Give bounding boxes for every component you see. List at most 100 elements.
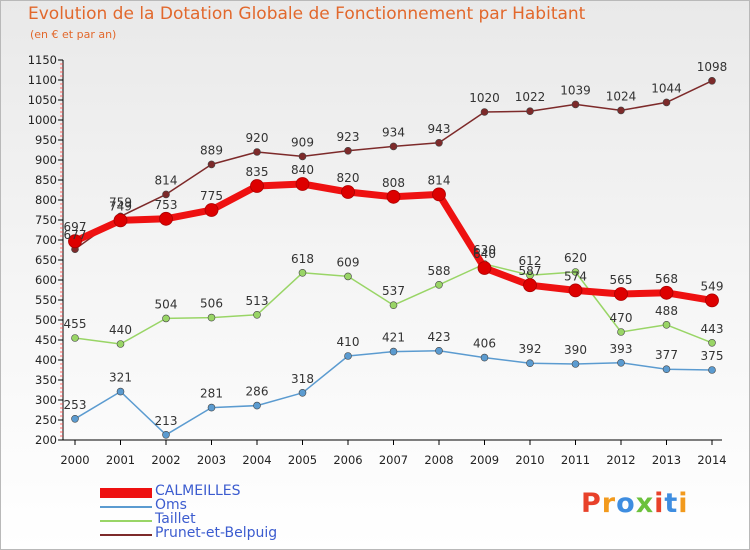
data-point-oms: [344, 352, 352, 360]
data-point-taillet: [162, 314, 170, 323]
data-label-taillet: 513: [246, 294, 269, 308]
data-point-taillet: [662, 320, 671, 329]
data-label-calmeilles: 640: [473, 247, 496, 261]
data-point-taillet: [617, 328, 625, 336]
data-point-oms: [617, 358, 625, 367]
data-point-calmeilles: [705, 293, 719, 308]
logo-letter: t: [664, 488, 679, 519]
data-label-taillet: 504: [155, 297, 178, 311]
y-tick-label: 1100: [28, 73, 57, 87]
data-label-prunet-et-belpuig: 759: [109, 195, 132, 209]
data-point-calmeilles: [432, 187, 446, 202]
x-tick-label: 2000: [60, 453, 89, 467]
axes: 200 250 300 350 400 450 500 550 600 650 700 750 800 8…: [28, 53, 727, 467]
logo-letter: x: [635, 488, 655, 519]
data-point-prunet-et-belpuig: [389, 142, 398, 151]
data-point-prunet-et-belpuig: [526, 107, 534, 115]
data-point-prunet-et-belpuig: [662, 98, 671, 107]
data-point-oms: [71, 414, 79, 423]
data-point-taillet: [207, 313, 216, 322]
data-label-oms: 393: [610, 342, 633, 356]
y-tick-label: 600: [35, 273, 57, 287]
y-tick-label: 400: [35, 353, 57, 367]
y-tick-label: 550: [35, 293, 57, 307]
y-tick-label: 500: [35, 313, 57, 327]
x-tick-label: 2001: [106, 453, 135, 467]
data-point-calmeilles: [113, 213, 128, 228]
data-label-oms: 281: [200, 387, 223, 401]
data-point-oms: [162, 430, 170, 439]
x-tick-label: 2011: [561, 453, 590, 467]
data-point-taillet: [435, 280, 443, 289]
data-point-taillet: [253, 310, 261, 319]
legend-swatch: [100, 506, 152, 508]
data-point-oms: [480, 353, 489, 362]
data-label-oms: 410: [337, 335, 360, 349]
y-tick-label: 650: [35, 253, 57, 267]
y-tick-label: 300: [35, 393, 57, 407]
data-point-prunet-et-belpuig: [207, 160, 216, 169]
data-point-oms: [662, 365, 671, 374]
data-label-oms: 375: [701, 349, 724, 363]
x-tick-label: 2009: [470, 453, 499, 467]
x-tick-label: 2007: [379, 453, 408, 467]
data-point-calmeilles: [614, 287, 628, 301]
data-label-calmeilles: 749: [109, 199, 132, 213]
data-point-prunet-et-belpuig: [480, 108, 489, 116]
legend-swatch: [100, 534, 152, 536]
data-label-calmeilles: 820: [337, 171, 360, 185]
y-tick-label: 1050: [28, 93, 57, 107]
x-tick-label: 2005: [288, 453, 317, 467]
data-label-taillet: 630: [473, 243, 496, 257]
data-label-oms: 421: [382, 331, 405, 345]
data-point-oms: [435, 346, 443, 355]
data-label-taillet: 470: [610, 311, 633, 325]
data-point-oms: [298, 388, 307, 397]
x-tick-label: 2006: [333, 453, 362, 467]
x-tick-label: 2003: [197, 453, 226, 467]
data-point-calmeilles: [159, 211, 173, 226]
data-point-prunet-et-belpuig: [344, 147, 352, 155]
data-point-calmeilles: [386, 189, 401, 204]
legend-swatch: [100, 520, 152, 522]
chart-title: Evolution de la Dotation Globale de Fonc…: [28, 4, 586, 24]
data-label-prunet-et-belpuig: 1022: [515, 90, 546, 104]
data-point-prunet-et-belpuig: [708, 77, 716, 85]
data-label-calmeilles: 549: [701, 279, 724, 293]
y-tick-label: 350: [35, 373, 57, 387]
data-point-prunet-et-belpuig: [162, 190, 170, 199]
data-label-taillet: 506: [200, 297, 223, 311]
data-label-calmeilles: 808: [382, 176, 405, 190]
logo-letter: r: [601, 488, 617, 519]
data-point-calmeilles: [295, 177, 310, 191]
data-label-taillet: 440: [109, 323, 132, 337]
legend-label: Oms: [155, 497, 187, 513]
data-label-oms: 321: [109, 371, 132, 385]
data-label-taillet: 618: [291, 252, 314, 266]
data-point-taillet: [116, 340, 125, 348]
data-point-calmeilles: [523, 278, 537, 293]
data-point-taillet: [344, 272, 352, 281]
data-point-oms: [116, 387, 125, 396]
data-label-calmeilles: 568: [655, 272, 678, 286]
y-tick-label: 1150: [28, 53, 57, 67]
data-label-calmeilles: 587: [519, 264, 542, 278]
data-point-prunet-et-belpuig: [253, 148, 261, 156]
data-point-oms: [571, 360, 580, 368]
data-point-oms: [207, 403, 216, 412]
data-point-oms: [389, 347, 398, 356]
data-point-oms: [708, 366, 716, 374]
data-point-taillet: [71, 334, 79, 342]
data-label-prunet-et-belpuig: 1044: [651, 81, 682, 95]
data-point-prunet-et-belpuig: [298, 152, 307, 161]
data-label-prunet-et-belpuig: 1024: [606, 89, 637, 103]
data-point-calmeilles: [477, 261, 492, 275]
logo-letter: o: [616, 488, 636, 519]
data-label-oms: 286: [246, 385, 269, 399]
legend-label: Taillet: [155, 511, 196, 527]
y-tick-label: 950: [35, 133, 57, 147]
data-point-taillet: [389, 301, 398, 310]
y-tick-label: 700: [35, 233, 57, 247]
data-point-calmeilles: [659, 285, 674, 300]
x-tick-label: 2004: [242, 453, 271, 467]
